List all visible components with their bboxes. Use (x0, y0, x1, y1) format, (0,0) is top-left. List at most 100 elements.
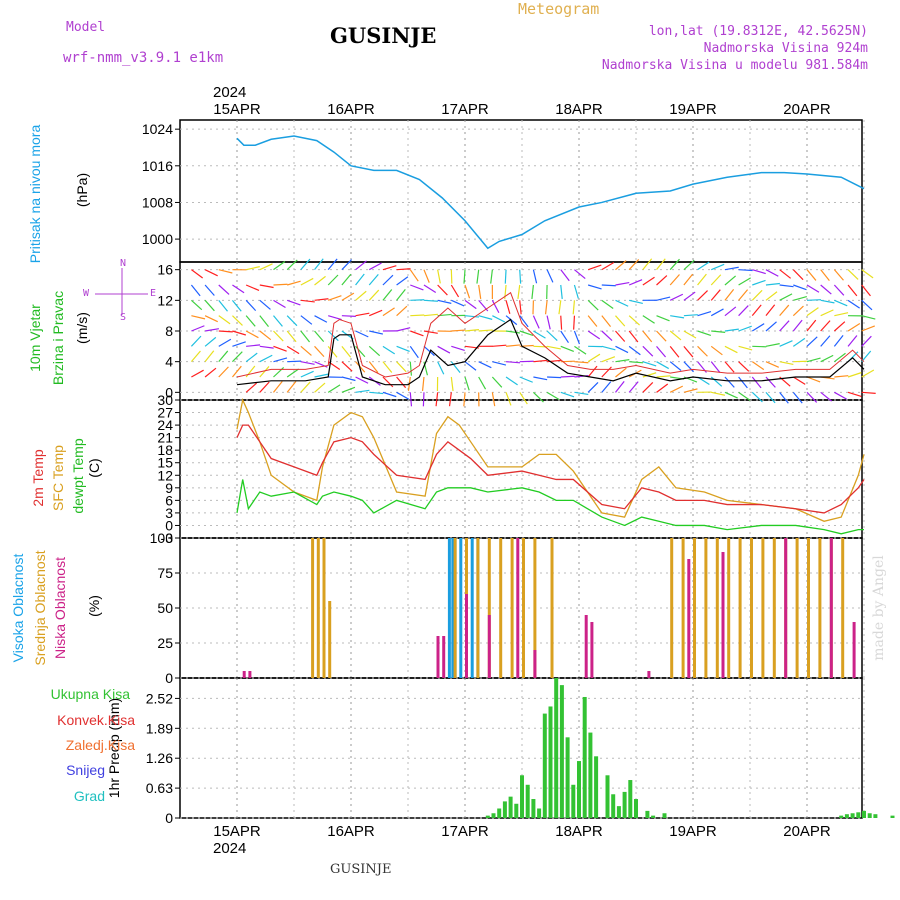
wind-arrow (724, 275, 737, 286)
wind-arrow (642, 258, 653, 271)
wind-arrow (601, 284, 616, 287)
wind-arrow (368, 361, 379, 373)
pressure-label: Pritisak na nivou mora (27, 124, 43, 264)
precip-bar (565, 737, 570, 818)
wind-arrow (669, 274, 680, 286)
wind-arrow (558, 300, 562, 315)
wind-arrow (861, 315, 876, 320)
wind-arrow (820, 354, 834, 363)
wind-arrow (765, 269, 779, 277)
wind-arrow (259, 330, 272, 341)
wind-arrow (300, 277, 314, 286)
wind-arrow (355, 389, 370, 393)
wind-arrow (847, 299, 860, 309)
wind-arrow (423, 284, 437, 294)
wind-arrow (560, 284, 563, 299)
wind-arrow (574, 269, 586, 280)
wind-arrow (765, 321, 777, 332)
wind-arrow (861, 299, 873, 311)
wind-arrow (273, 381, 283, 393)
wind-arrow (642, 276, 655, 286)
precip-bar (628, 780, 633, 818)
wind-arrow (628, 381, 639, 393)
y-tick-label: 1024 (142, 121, 173, 137)
wind-arrow (751, 391, 763, 403)
cloud-low-bar (436, 636, 440, 678)
wind-arrow (697, 290, 708, 301)
wind-arrow (683, 330, 697, 339)
cloud-mid-bar (750, 538, 753, 678)
wind-arrow (792, 319, 803, 332)
wind-arrow (300, 330, 311, 343)
wind-arrow (314, 275, 326, 286)
y-tick-label: 50 (157, 600, 173, 616)
wind-arrow (601, 345, 616, 351)
wind-arrow (191, 325, 205, 332)
wind-arrow (615, 315, 626, 327)
y-tick-label: 9 (165, 480, 173, 496)
x-tick-label-bottom: 17APR (441, 823, 489, 840)
wind-arrow (286, 345, 300, 355)
wind-arrow (779, 269, 792, 279)
wind-arrow (711, 263, 725, 271)
y-tick-label: 8 (165, 323, 173, 339)
wind-arrow (572, 300, 576, 315)
wind-arrow (847, 269, 859, 280)
wind-arrow (396, 268, 411, 271)
wind-arrow (847, 322, 861, 332)
wind-arrow (191, 369, 204, 378)
legend-konvek: Konvek.Kisa (57, 712, 135, 728)
wind-arrow (752, 279, 766, 286)
wind-arrow (820, 284, 832, 295)
wind-arrow (328, 295, 342, 301)
precip-bar (856, 812, 861, 818)
wind-arrow (697, 345, 708, 357)
wind-arrow (861, 350, 872, 363)
precip-bar (622, 791, 627, 818)
cloud-mid-bar (704, 538, 708, 678)
wind-arrow (697, 311, 712, 317)
wind-arrow (464, 284, 471, 299)
wind-arrow (792, 269, 804, 281)
x-tick-label-bottom: 15APR (213, 823, 261, 840)
wind-key-n: N (120, 258, 127, 269)
precip-bar (531, 799, 536, 818)
cloud-label-high: Visoka Oblacnost (10, 553, 26, 663)
precip-bar (577, 761, 581, 818)
wind-arrow (601, 366, 612, 378)
wind-arrow (656, 383, 669, 393)
wind-arrow (560, 330, 569, 344)
precip-bar (605, 775, 610, 818)
wind-arrow (683, 259, 695, 271)
wind-arrow (738, 361, 750, 372)
legend-grad: Grad (73, 788, 105, 804)
wind-arrow (191, 315, 206, 320)
wind-arrow (861, 335, 872, 347)
precip-bar (514, 803, 519, 818)
wind-arrow (779, 304, 790, 317)
wind-arrow (437, 299, 452, 304)
wind-arrow (642, 330, 653, 343)
y-tick-label: 1.89 (146, 720, 173, 736)
wind-arrow (450, 361, 461, 373)
wind-arrow (806, 319, 817, 332)
temp-label-dewpt: dewpt Temp (70, 438, 86, 514)
wind-arrow (369, 391, 384, 395)
wind-arrow (341, 345, 352, 358)
wind-arrow (245, 382, 258, 393)
wind-arrow (847, 372, 862, 378)
wind-arrow (204, 336, 217, 347)
wind-arrow (601, 315, 612, 327)
wind-arrow (300, 381, 311, 393)
cloud-low-bar (590, 622, 594, 678)
wind-arrow (724, 328, 739, 332)
wind-arrow (820, 391, 832, 402)
precip-bar (844, 814, 849, 818)
wind-arrow (751, 323, 765, 332)
wind-arrow (820, 309, 834, 317)
wind-arrow (464, 361, 477, 371)
precip-bar (525, 784, 530, 818)
wind-arrow (273, 299, 286, 309)
wind-arrow (314, 373, 329, 378)
lonlat-label: lon,lat (19.8312E, 42.5625N) (648, 24, 868, 39)
